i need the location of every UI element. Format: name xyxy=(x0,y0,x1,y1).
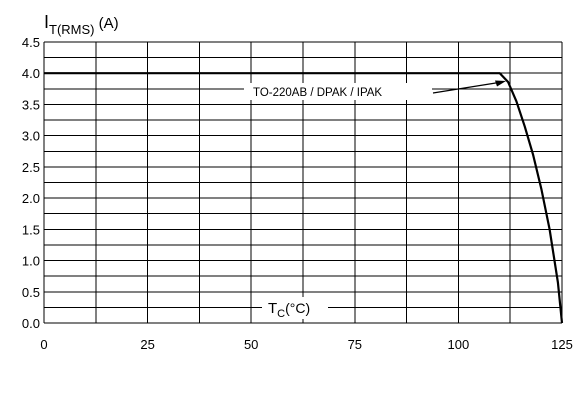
y-tick-label: 3.5 xyxy=(22,97,40,112)
x-tick-label: 0 xyxy=(40,337,47,352)
annotation-arrow-head xyxy=(495,80,506,87)
x-tick-label: 25 xyxy=(140,337,154,352)
y-tick-label: 0.0 xyxy=(22,316,40,331)
x-tick-labels: 0 25 50 75 100 125 xyxy=(40,337,572,352)
y-tick-labels: 0.0 0.5 1.0 1.5 2.0 2.5 3.0 3.5 4.0 4.5 xyxy=(22,35,40,331)
series-annotation: TO-220AB / DPAK / IPAK xyxy=(253,87,382,99)
y-tick-label: 1.5 xyxy=(22,222,40,237)
x-tick-label: 50 xyxy=(244,337,258,352)
series-line xyxy=(44,72,564,324)
x-tick-label: 125 xyxy=(551,337,573,352)
annotation-bg xyxy=(244,83,432,100)
y-tick-label: 3.0 xyxy=(22,129,40,144)
y-tick-label: 4.0 xyxy=(22,66,40,81)
x-tick-label: 100 xyxy=(448,337,470,352)
y-tick-label: 1.0 xyxy=(22,254,40,269)
y-tick-label: 4.5 xyxy=(22,35,40,50)
y-tick-label: 2.0 xyxy=(22,191,40,206)
x-tick-label: 75 xyxy=(348,337,362,352)
y-tick-label: 0.5 xyxy=(22,285,40,300)
x-axis-title: TC(°C) xyxy=(268,300,310,320)
annotation-arrow-line xyxy=(432,81,503,94)
y-axis-title: IT(RMS) (A) xyxy=(44,12,119,37)
series xyxy=(44,72,564,324)
x-axis-title-bg xyxy=(262,297,328,319)
y-tick-label: 2.5 xyxy=(22,160,40,175)
